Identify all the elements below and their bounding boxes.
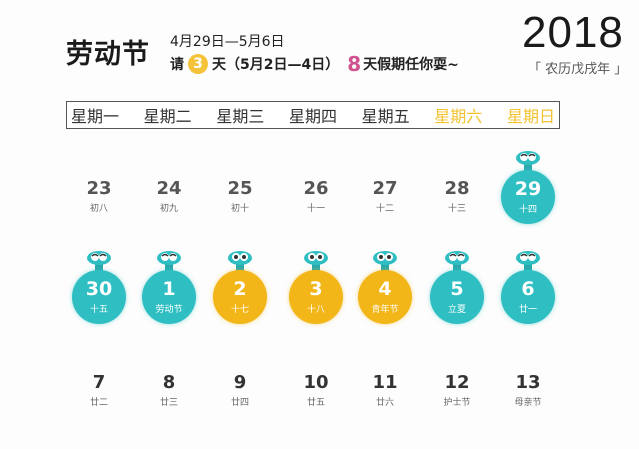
day-number: 3	[309, 278, 323, 300]
weekday-mon: 星期一	[71, 107, 120, 126]
calendar-day[interactable]: 10 廿五	[286, 372, 346, 408]
day-number: 10	[303, 372, 329, 393]
leave-days-coin: 3	[188, 54, 208, 74]
calendar-day[interactable]: 12 护士节	[427, 372, 487, 408]
day-number: 24	[156, 178, 182, 199]
weekday-sun: 星期日	[506, 107, 555, 126]
day-number: 28	[444, 178, 470, 199]
lunar-date: 十八	[306, 305, 325, 315]
bird-mascot-icon	[86, 249, 112, 273]
leave-suffix: 天（5月2日—4日）	[212, 57, 340, 73]
lunar-date: 立夏	[447, 305, 466, 315]
holiday-day[interactable]: 5 立夏	[430, 270, 484, 324]
lunar-date: 青年节	[371, 305, 399, 315]
leave-prefix: 请	[170, 57, 184, 73]
lunar-date: 廿二	[89, 398, 108, 408]
lunar-date: 廿四	[230, 398, 249, 408]
day-number: 2	[233, 278, 247, 300]
day-number: 29	[514, 178, 542, 200]
day-number: 26	[303, 178, 329, 199]
calendar-day[interactable]: 7 廿二	[69, 372, 129, 408]
day-number: 7	[92, 372, 106, 393]
day-number: 6	[521, 278, 535, 300]
weekday-tue: 星期二	[143, 107, 192, 126]
lunar-date: 廿五	[306, 398, 325, 408]
calendar-day[interactable]: 27 十二	[355, 178, 415, 214]
calendar-day[interactable]: 26 十一	[286, 178, 346, 214]
day-number: 30	[85, 278, 113, 300]
lunar-date: 十二	[375, 204, 394, 214]
weekday-sat: 星期六	[434, 107, 483, 126]
holiday-day[interactable]: 29 十四	[501, 170, 555, 224]
calendar-day[interactable]: 11 廿六	[355, 372, 415, 408]
lunar-date: 十五	[89, 305, 108, 315]
day-number: 25	[227, 178, 253, 199]
calendar-day[interactable]: 24 初九	[139, 178, 199, 214]
year-number: 2018	[522, 8, 624, 57]
lunar-year: 「 农历戊戌年 」	[528, 62, 628, 77]
lunar-date: 十四	[518, 205, 537, 215]
holiday-day[interactable]: 30 十五	[72, 270, 126, 324]
day-number: 27	[372, 178, 398, 199]
day-number: 5	[450, 278, 464, 300]
calendar-day[interactable]: 23 初八	[69, 178, 129, 214]
lunar-date: 廿一	[518, 305, 537, 315]
lunar-date: 廿三	[159, 398, 178, 408]
lunar-date: 母亲节	[514, 398, 542, 408]
day-number: 11	[372, 372, 398, 393]
lunar-date: 十七	[230, 305, 249, 315]
lunar-date: 初十	[230, 204, 249, 214]
day-number: 4	[378, 278, 392, 300]
bird-mascot-icon	[303, 249, 329, 273]
lunar-date: 廿六	[375, 398, 394, 408]
page-title: 劳动节	[66, 39, 150, 70]
lunar-date: 初九	[159, 204, 178, 214]
bird-mascot-icon	[515, 249, 541, 273]
total-suffix: 天假期任你耍~	[363, 57, 459, 73]
date-range: 4月29日—5月6日	[170, 34, 285, 50]
calendar-day[interactable]: 8 廿三	[139, 372, 199, 408]
leave-day[interactable]: 4 青年节	[358, 270, 412, 324]
leave-summary: 请 3 天（5月2日—4日） 8 天假期任你耍~	[170, 52, 459, 76]
lunar-date: 十一	[306, 204, 325, 214]
holiday-day[interactable]: 6 廿一	[501, 270, 555, 324]
total-days: 8	[347, 52, 362, 76]
calendar-day[interactable]: 9 廿四	[210, 372, 270, 408]
weekday-fri: 星期五	[361, 107, 410, 126]
day-number: 8	[162, 372, 176, 393]
weekday-wed: 星期三	[216, 107, 265, 126]
leave-day[interactable]: 3 十八	[289, 270, 343, 324]
lunar-date: 十三	[447, 204, 466, 214]
leave-day[interactable]: 2 十七	[213, 270, 267, 324]
lunar-date: 护士节	[443, 398, 471, 408]
calendar-day[interactable]: 28 十三	[427, 178, 487, 214]
lunar-date: 初八	[89, 204, 108, 214]
weekday-thu: 星期四	[288, 107, 337, 126]
weekday-header: 星期一 星期二 星期三 星期四 星期五 星期六 星期日	[66, 101, 560, 129]
lunar-date: 劳动节	[155, 305, 183, 315]
holiday-day[interactable]: 1 劳动节	[142, 270, 196, 324]
calendar-day[interactable]: 13 母亲节	[498, 372, 558, 408]
day-number: 12	[444, 372, 470, 393]
bird-mascot-icon	[227, 249, 253, 273]
calendar-day[interactable]: 25 初十	[210, 178, 270, 214]
day-number: 23	[86, 178, 112, 199]
day-number: 1	[162, 278, 176, 300]
day-number: 9	[233, 372, 247, 393]
day-number: 13	[515, 372, 541, 393]
